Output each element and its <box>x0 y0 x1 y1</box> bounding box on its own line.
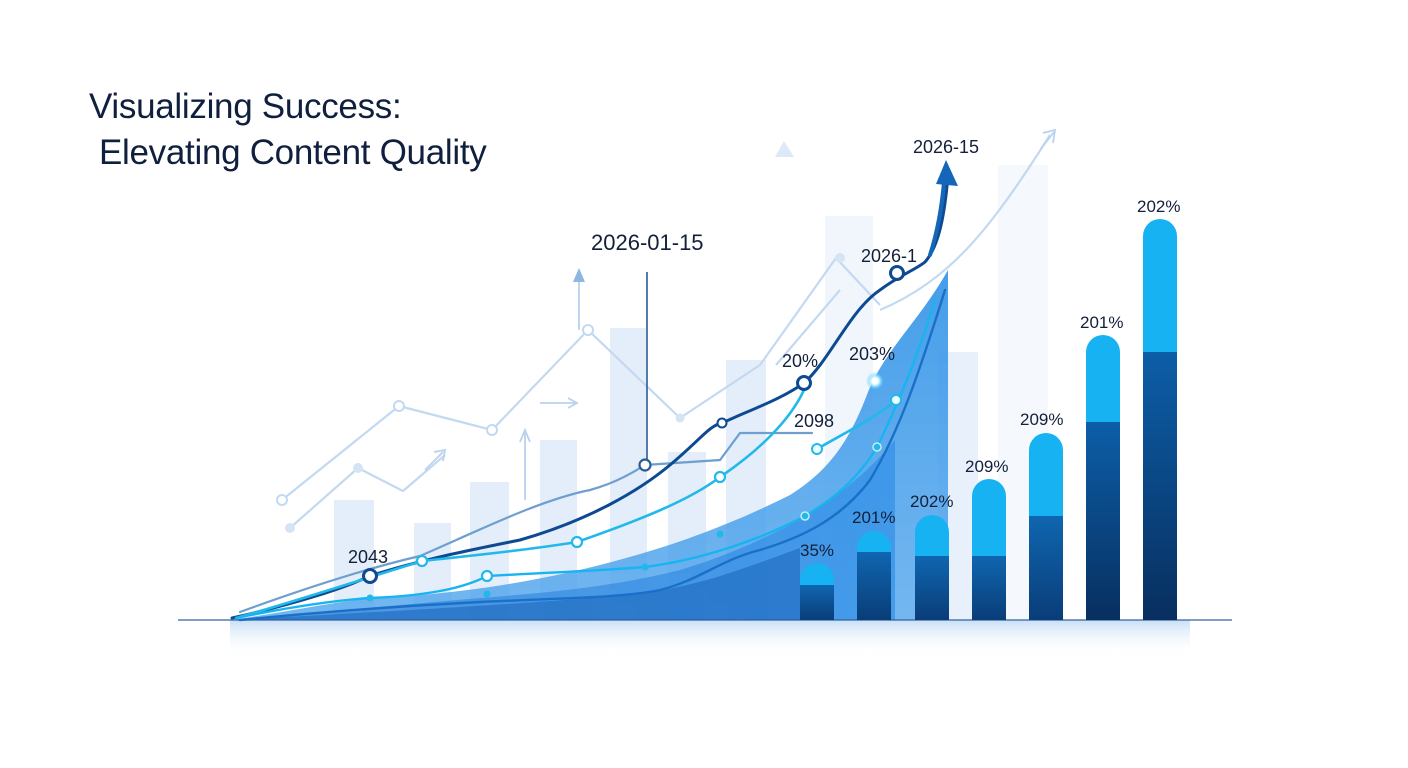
data-markers <box>362 265 905 602</box>
background-markers <box>276 253 845 533</box>
stacked-bars <box>800 219 1177 620</box>
bar-label-3: 202% <box>910 492 953 511</box>
bar-7 <box>1143 219 1177 620</box>
ground-shadow <box>230 620 1190 656</box>
bar-label-4: 209% <box>965 457 1008 476</box>
point-label-2098: 2098 <box>794 411 834 431</box>
bar-5 <box>1029 433 1063 620</box>
point-label-203-pct: 203% <box>849 344 895 364</box>
callout-date-label: 2026-01-15 <box>591 230 704 255</box>
bar-label-7: 202% <box>1137 197 1180 216</box>
point-label-20-pct: 20% <box>782 351 818 371</box>
bar-3 <box>915 515 949 620</box>
background-trend-lines <box>281 134 1051 529</box>
chart-title-line-2: Elevating Content Quality <box>99 133 487 172</box>
point-label-2043: 2043 <box>348 547 388 567</box>
lower-area-fill <box>230 548 800 620</box>
bar-label-6: 201% <box>1080 313 1123 332</box>
bar-label-5: 209% <box>1020 410 1063 429</box>
arrow-label: 2026-15 <box>913 137 979 157</box>
bar-4 <box>972 479 1006 620</box>
background-triangle-icon <box>775 141 794 157</box>
steel-trend-line <box>238 431 814 614</box>
chart-title-line-1: Visualizing Success: <box>89 87 402 126</box>
bar-label-1: 35% <box>800 541 834 560</box>
up-arrow-icon <box>936 160 958 186</box>
bar-1 <box>800 563 834 620</box>
point-label-top: 2026-1 <box>861 246 917 266</box>
bar-6 <box>1086 335 1120 620</box>
bar-label-2: 201% <box>852 508 895 527</box>
background-arrows <box>424 128 1057 500</box>
up-arrow-shaft <box>928 180 946 257</box>
chart-title: Visualizing Success: Elevating Content Q… <box>89 84 487 176</box>
blue-lower-line <box>238 288 947 622</box>
bar-2 <box>857 531 891 620</box>
chart-labels: 2026-01-15 2026-15 2026-1 20% 203% 2098 … <box>348 137 1180 567</box>
